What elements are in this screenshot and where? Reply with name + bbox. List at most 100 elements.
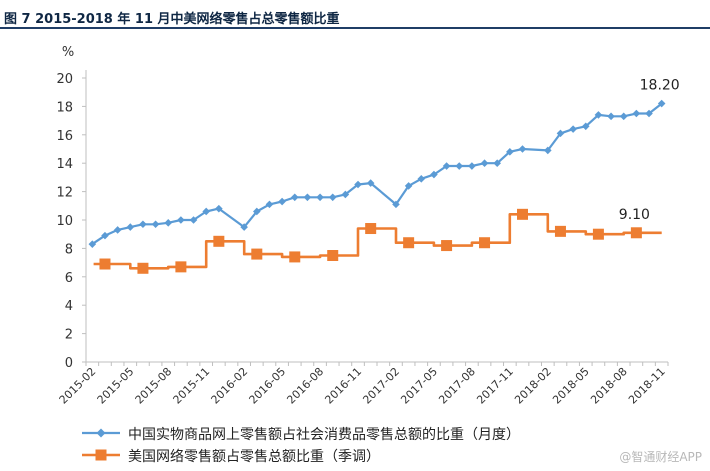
series-china-point [417,175,426,183]
figure-title: 图 7 2015-2018 年 11 月中美网络零售占总零售额比重 [4,12,340,27]
x-tick-label: 2018-02 [512,365,554,407]
y-tick-label: 0 [65,356,73,371]
x-tick-label: 2016-11 [322,365,364,407]
series-china-point [303,193,312,202]
series-china-point [101,231,109,240]
legend-item-us: 美国网络零售额占零售总额比重（季调） [80,444,680,466]
series-us-point [403,237,415,249]
series-china-point [442,162,451,170]
y-tick-label: 12 [56,186,73,201]
y-tick-label: 4 [65,299,73,314]
series-us-point [554,225,566,237]
series-china-point [480,159,489,167]
series-china-point [619,112,628,121]
y-tick-label: 8 [65,242,73,257]
series-china-point [468,162,476,170]
series-us-point [251,248,263,260]
series-china-point [569,125,577,133]
series-china-point [278,197,286,206]
series-china-point [594,111,603,119]
x-tick-label: 2017-11 [474,365,516,407]
series-china-point [506,148,514,156]
series-china-point [113,226,122,234]
series-us-line [93,213,662,270]
series-us-point [327,250,339,261]
series-china-point [253,207,261,216]
series-china-point [202,207,210,216]
data-label-us: 9.10 [619,207,650,223]
x-tick-label: 2016-08 [284,365,326,407]
series-china-point [366,179,375,187]
series-china-point [607,112,615,121]
series-china-line [91,102,663,246]
x-tick-label: 2016-02 [209,365,251,407]
series-us-point [175,261,187,273]
series-us-point [137,262,149,274]
x-tick-label: 2015-05 [95,365,137,407]
legend-item-china: 中国实物商品网上零售额占社会消费品零售总额的比重（月度） [80,422,680,444]
x-tick-label: 2017-08 [436,365,478,407]
series-china-point [404,182,413,190]
series-us-point [630,227,642,239]
y-tick-label: 18 [56,100,73,115]
series-china-point [632,109,641,118]
series-china-point [493,159,501,167]
series-china-point [290,193,299,202]
y-tick-label: 20 [56,72,73,87]
x-tick-label: 2018-08 [588,365,630,407]
line-chart: %024681012141618202015-022015-052015-082… [56,45,680,407]
series-china-point [430,170,438,179]
legend-marker-china [82,428,120,438]
y-tick-label: 2 [65,328,73,343]
series-us-point [213,235,225,247]
series-china-point [328,193,337,202]
y-axis-unit: % [62,45,74,60]
series-china-point [164,219,173,227]
legend-label-us: 美国网络零售额占零售总额比重（季调） [128,449,380,465]
series-china-point [316,193,324,202]
x-tick-label: 2015-11 [171,365,213,407]
series-china-point [455,162,464,170]
y-tick-label: 6 [65,271,73,286]
x-tick-label: 2018-11 [626,365,668,407]
data-label-china: 18.20 [640,78,680,94]
series-china-point [392,200,400,209]
series-china-point [139,220,147,229]
series-us-point [441,240,453,252]
series-china-point [88,240,97,248]
series-china-point [556,129,565,138]
series-china-point [126,223,135,231]
legend-label-china: 中国实物商品网上零售额占社会消费品零售总额的比重（月度） [128,427,520,443]
x-tick-label: 2015-02 [57,365,99,407]
series-us-point [592,228,604,240]
legend: 中国实物商品网上零售额占社会消费品零售总额的比重（月度） 美国网络零售额占零售总… [80,422,680,466]
series-china-point [354,180,362,189]
legend-marker-us [82,449,120,461]
watermark: @智通财经APP [619,450,702,464]
figure-header: 图 7 2015-2018 年 11 月中美网络零售占总零售额比重 [0,0,710,30]
x-tick-label: 2017-02 [360,365,402,407]
series-china-point [544,146,552,155]
series-china-point [581,122,590,131]
x-tick-label: 2017-05 [398,365,440,407]
series-china-point [177,216,185,224]
series-china-point [657,99,666,108]
series-us-point [99,258,111,270]
series-china-point [341,190,350,199]
series-us-point [479,237,491,249]
series-china-point [265,200,274,209]
series-us-point [365,223,377,235]
y-tick-label: 16 [56,129,73,144]
x-tick-label: 2016-05 [247,365,289,407]
series-china-point [240,223,248,231]
series-us-point [517,208,528,220]
y-tick-label: 14 [56,157,73,172]
series-china-point [215,204,223,213]
x-tick-label: 2015-08 [133,365,175,407]
series-china-point [518,145,527,153]
series-china-point [189,216,198,224]
title-divider [0,27,710,29]
y-tick-label: 10 [56,214,73,229]
series-china-point [151,220,160,229]
series-china-point [645,109,653,118]
